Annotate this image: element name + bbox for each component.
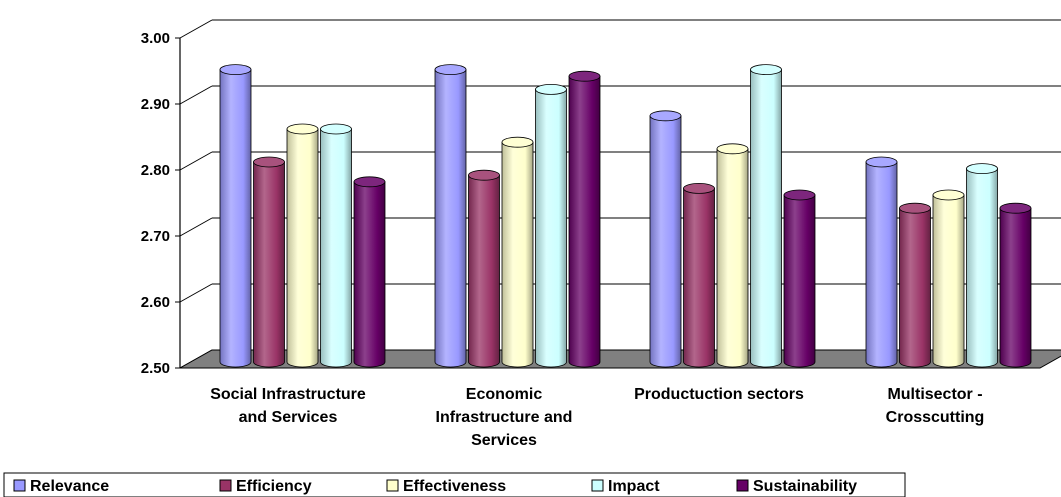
bar-body: [468, 174, 500, 368]
legend-swatch: [219, 479, 232, 492]
gridline-connector: [179, 217, 213, 237]
bar-body: [999, 207, 1032, 368]
bar-body: [783, 194, 816, 368]
y-tick-label: 2.90: [141, 96, 170, 113]
y-tick-label: 2.50: [141, 360, 170, 377]
category-label: Multisector -Crosscutting: [886, 386, 985, 426]
legend-label: Sustainability: [753, 478, 857, 495]
bar-top: [468, 169, 500, 181]
category-label: Social Infrastructure and Services: [210, 386, 366, 426]
legend-item: Effectiveness: [386, 478, 506, 495]
legend-box: [3, 472, 906, 497]
bar-body: [535, 89, 567, 368]
bar-top: [320, 123, 352, 135]
bar-top: [932, 189, 965, 201]
bar-top: [219, 64, 252, 75]
bar-body: [320, 128, 352, 368]
bar-top: [899, 202, 931, 214]
chart-floor: [178, 349, 1061, 369]
legend-item: Relevance: [13, 478, 109, 495]
bar-body: [219, 69, 252, 368]
gridline-connector: [179, 85, 213, 105]
y-tick-label: 3.00: [141, 30, 170, 47]
category-label: Economic Infrastructure and Services: [436, 386, 573, 449]
bar-body: [353, 181, 386, 368]
bar: Efficiency: 2.78: [468, 169, 500, 368]
bar: Relevance: 2.94: [219, 64, 252, 368]
gridline-connector: [179, 19, 213, 39]
bar-top: [716, 143, 749, 155]
bar-body: [286, 128, 319, 368]
bar-top: [568, 70, 601, 82]
bar: Relevance: 2.87: [649, 110, 682, 368]
bar: Impact: 2.85: [320, 123, 352, 368]
bar-body: [716, 148, 749, 368]
bar-top: [253, 156, 285, 168]
bar-top: [501, 136, 534, 148]
bar-body: [253, 161, 285, 368]
bar-top: [353, 176, 386, 188]
bar: Efficiency: 2.76: [683, 182, 715, 368]
bar-top: [683, 182, 715, 194]
legend-label: Efficiency: [236, 478, 312, 495]
legend-swatch: [13, 479, 26, 492]
bar: Effectiveness: 2.83: [501, 136, 534, 368]
bar-body: [649, 115, 682, 368]
bar-body: [865, 161, 898, 368]
bar-body: [966, 168, 998, 368]
bar: Effectiveness: 2.85: [286, 123, 319, 368]
bar-top: [535, 84, 567, 95]
bars: Relevance: 2.94Efficiency: 2.80Effective…: [219, 64, 1032, 368]
bar: Relevance: 2.80: [865, 156, 898, 368]
bar: Sustainability: 2.77: [353, 176, 386, 368]
bar: Impact: 2.91: [535, 84, 567, 368]
legend-label: Effectiveness: [403, 478, 506, 495]
bar: Sustainability: 2.73: [999, 202, 1032, 368]
y-tick-label: 2.70: [141, 228, 170, 245]
category-labels: Social Infrastructure and Services Economi…: [210, 386, 984, 449]
legend-item: Efficiency: [219, 478, 312, 495]
floor-plane: [178, 349, 1061, 369]
legend-item: Sustainability: [736, 478, 857, 495]
bar: Effectiveness: 2.75: [932, 189, 965, 368]
bar: Effectiveness: 2.82: [716, 143, 749, 368]
legend-swatch: [736, 479, 749, 492]
category-label: Productuction sectors: [634, 386, 804, 403]
gridlines: [179, 19, 1061, 369]
legend-label: Impact: [608, 478, 660, 495]
bar-top: [750, 64, 782, 75]
value-axis: 2.50 2.60 2.70 2.80 2.90 3.00: [141, 30, 181, 377]
bar-top: [783, 189, 816, 201]
legend-swatch: [591, 479, 604, 492]
gridline-connector: [179, 283, 213, 303]
bar: Impact: 2.79: [966, 163, 998, 368]
bar-top: [966, 163, 998, 175]
bar-top: [434, 64, 467, 75]
gridline-connector: [179, 151, 213, 171]
bar-top: [286, 123, 319, 135]
bar: Impact: 2.94: [750, 64, 782, 368]
bar: Efficiency: 2.80: [253, 156, 285, 368]
bar-body: [899, 207, 931, 368]
legend: Relevance Efficiency Effectiveness Impact Su…: [3, 472, 906, 497]
bar: Relevance: 2.94: [434, 64, 467, 368]
bar-body: [501, 141, 534, 368]
bar-body: [683, 188, 715, 368]
bar: Efficiency: 2.73: [899, 202, 931, 368]
legend-item: Impact: [591, 478, 660, 495]
y-tick-label: 2.60: [141, 294, 170, 311]
bar: Sustainability: 2.75: [783, 189, 816, 368]
y-tick-label: 2.80: [141, 162, 170, 179]
bar-body: [434, 69, 467, 368]
legend-label: Relevance: [30, 478, 109, 495]
bar-top: [999, 202, 1032, 214]
bar-body: [932, 194, 965, 368]
bar-top: [865, 156, 898, 168]
legend-swatch: [386, 479, 399, 492]
bar-top: [649, 110, 682, 122]
bar-body: [568, 75, 601, 368]
bar: Sustainability: 2.93: [568, 70, 601, 368]
bar-body: [750, 69, 782, 368]
